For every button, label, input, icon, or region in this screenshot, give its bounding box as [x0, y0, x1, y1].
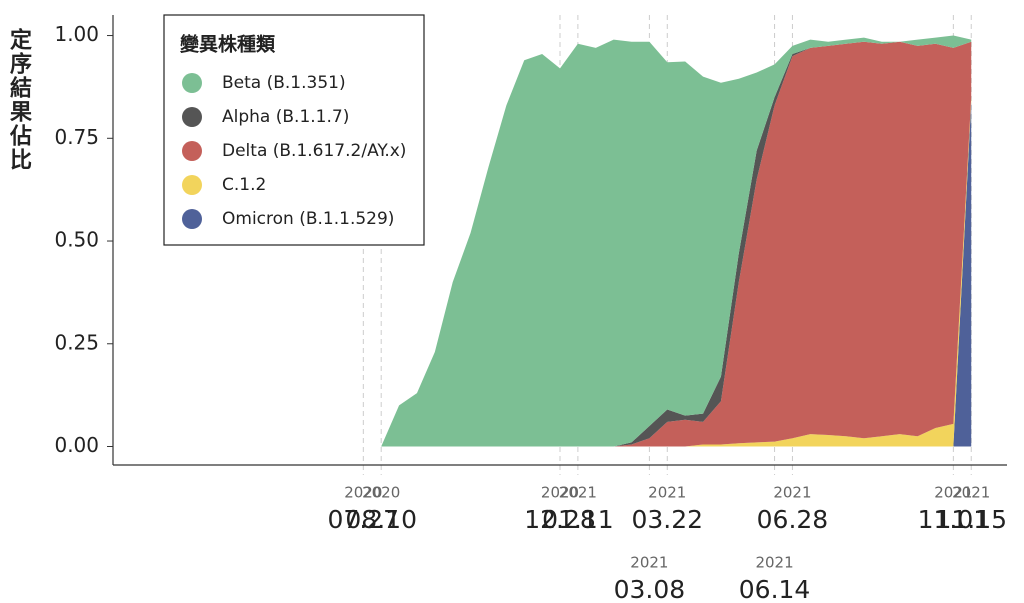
x-tick-label: 12.28 [524, 505, 596, 534]
plot-area [362, 15, 972, 475]
y-tick-label: 0.75 [54, 125, 99, 149]
legend-label: C.1.2 [222, 175, 266, 195]
x-tick-label: 11.01 [918, 505, 990, 534]
x-tick-label: 07.27 [328, 505, 400, 534]
x-tick-label: 01.11 [542, 505, 614, 534]
legend-title: 變異株種類 [180, 33, 276, 56]
legend-marker [182, 209, 202, 229]
x-tick-label: 03.08 [614, 575, 686, 603]
legend-marker [182, 175, 202, 195]
legend: 變異株種類 Beta (B.1.351) Alpha (B.1.1.7) Delta … [163, 14, 425, 246]
legend-marker [182, 141, 202, 161]
x-tick-year: 2020 [541, 484, 579, 502]
x-tick-label: 06.14 [739, 575, 811, 603]
y-tick-label: 0.50 [54, 228, 99, 252]
x-tick-label: 06.28 [757, 505, 829, 534]
legend-marker [182, 73, 202, 93]
area [381, 35, 972, 447]
legend-label: Delta (B.1.617.2/AY.x) [222, 141, 406, 161]
legend-label: Omicron (B.1.1.529) [222, 209, 394, 229]
x-tick-year: 2021 [755, 554, 793, 572]
y-tick-label: 0.25 [54, 330, 99, 354]
y-tick-label: 0.00 [54, 433, 99, 457]
legend-marker [182, 107, 202, 127]
x-tick-year: 2020 [344, 484, 382, 502]
legend-box [163, 14, 425, 246]
y-axis-label: 定序結果佔比 [6, 27, 33, 172]
x-tick-year: 2021 [934, 484, 972, 502]
x-tick-label: 11.15 [935, 505, 1007, 534]
y-tick-label: 1.00 [54, 22, 99, 46]
x-tick-year: 2020 [362, 484, 400, 502]
x-tick-year: 2021 [630, 554, 668, 572]
legend-label: Alpha (B.1.1.7) [222, 107, 349, 127]
area [381, 41, 972, 447]
x-tick-year: 2021 [648, 484, 686, 502]
x-tick-year: 2021 [773, 484, 811, 502]
legend-label: Beta (B.1.351) [222, 73, 346, 93]
x-tick-year: 2021 [559, 484, 597, 502]
x-tick-label: 03.22 [631, 505, 703, 534]
x-tick-year: 2021 [952, 484, 990, 502]
x-tick-label: 08.10 [345, 505, 417, 534]
